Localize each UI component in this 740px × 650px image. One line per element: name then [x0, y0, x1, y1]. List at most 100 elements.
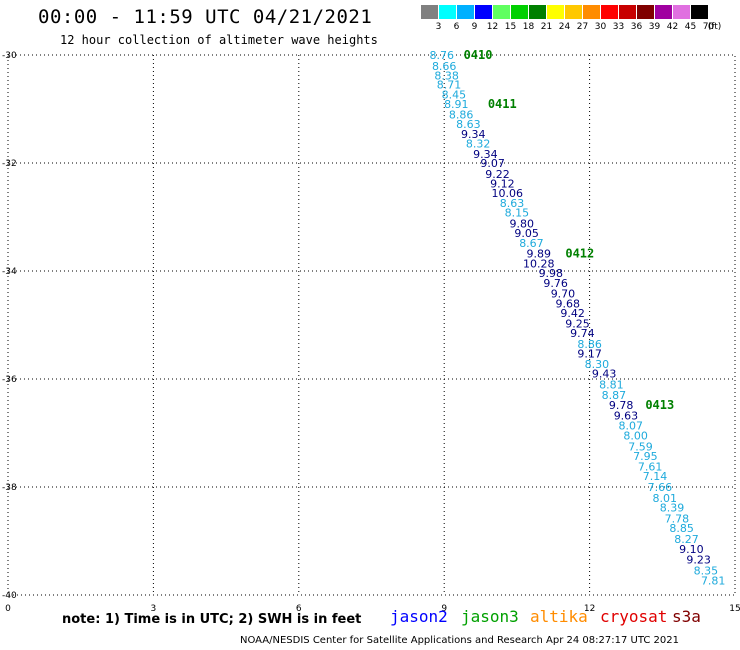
legend-label: 27	[576, 22, 589, 32]
legend-swatch	[583, 5, 600, 19]
legend-swatch	[565, 5, 582, 19]
time-label: 0410	[464, 48, 493, 62]
wave-height-label: 8.30	[585, 358, 610, 371]
wave-height-label: 8.76	[430, 49, 455, 62]
legend-label: 39	[648, 22, 661, 32]
legend-label: 33	[612, 22, 625, 32]
x-tick-label: 3	[151, 604, 157, 614]
wave-height-label: 8.71	[437, 79, 462, 92]
legend-swatch	[511, 5, 528, 19]
wave-height-label: 8.81	[599, 378, 624, 391]
legend-swatch	[655, 5, 672, 19]
y-tick-label: -40	[2, 591, 17, 601]
legend-label: 30	[594, 22, 607, 32]
y-tick-label: -36	[2, 375, 17, 385]
legend-label: 6	[453, 22, 460, 32]
wave-height-label: 7.59	[628, 441, 653, 454]
wave-height-label: 9.22	[485, 168, 510, 181]
footer-note: note: 1) Time is in UTC; 2) SWH is in fe…	[62, 612, 362, 627]
wave-height-label: 7.14	[643, 470, 668, 483]
wave-height-label: 9.70	[551, 288, 576, 301]
legend-swatch	[691, 5, 708, 19]
satellite-altika: altika	[530, 607, 588, 626]
credit-line: NOAA/NESDIS Center for Satellite Applica…	[240, 635, 679, 646]
x-tick-label: 15	[729, 604, 740, 614]
wave-height-label: 8.32	[466, 138, 491, 151]
satellite-jason2: jason2	[390, 607, 448, 626]
x-tick-label: 9	[441, 604, 447, 614]
legend-label: 9	[471, 22, 478, 32]
legend-label: 15	[504, 22, 517, 32]
wave-height-values: 8.768.668.388.718.458.918.868.639.348.32…	[430, 49, 726, 587]
legend-unit: (ft)	[707, 22, 722, 32]
wave-height-label: 9.68	[556, 297, 581, 310]
wave-height-label: 9.78	[609, 399, 634, 412]
legend-swatch	[475, 5, 492, 19]
chart-title: 00:00 - 11:59 UTC 04/21/2021	[38, 6, 373, 28]
wave-height-label: 9.80	[509, 217, 534, 230]
legend-swatch	[457, 5, 474, 19]
wave-height-label: 8.45	[442, 88, 467, 101]
wave-height-label: 9.17	[577, 348, 602, 361]
wave-height-label: 9.25	[565, 317, 590, 330]
wave-height-label: 8.86	[577, 338, 602, 351]
chart-subtitle: 12 hour collection of altimeter wave hei…	[60, 33, 378, 47]
wave-height-label: 8.15	[505, 207, 530, 220]
wave-height-label: 7.66	[648, 481, 673, 494]
y-tick-label: -32	[2, 159, 17, 169]
time-label: 0413	[645, 398, 674, 412]
y-tick-label: -34	[2, 267, 17, 277]
wave-height-label: 8.63	[456, 118, 481, 131]
wave-height-label: 9.12	[490, 178, 515, 191]
wave-height-label: 8.91	[444, 98, 469, 111]
legend-swatch	[637, 5, 654, 19]
wave-height-label: 8.39	[660, 502, 685, 515]
wave-height-label: 9.74	[570, 327, 595, 340]
wave-height-label: 8.07	[619, 419, 644, 432]
wave-height-label: 8.27	[674, 533, 699, 546]
wave-height-label: 10.06	[491, 187, 523, 200]
time-labels: 0410 0411 0412 0413	[464, 48, 675, 412]
satellite-s3a: s3a	[672, 607, 701, 626]
wave-height-label: 8.38	[434, 70, 459, 83]
wave-height-label: 8.87	[602, 389, 627, 402]
wave-height-label: 7.81	[701, 574, 726, 587]
legend-label: 36	[630, 22, 643, 32]
legend-swatch	[673, 5, 690, 19]
legend-label: 18	[522, 22, 535, 32]
legend-swatch	[619, 5, 636, 19]
wave-height-label: 9.89	[526, 248, 551, 261]
wave-height-label: 7.78	[665, 512, 690, 525]
y-tick-label: -30	[2, 51, 17, 61]
time-label: 0412	[565, 247, 594, 261]
legend-swatch	[493, 5, 510, 19]
wave-height-label: 9.98	[539, 267, 564, 280]
wave-height-label: 8.00	[623, 430, 648, 443]
wave-height-label: 9.34	[473, 148, 498, 161]
wave-height-label: 10.28	[523, 257, 555, 270]
legend-swatch	[439, 5, 456, 19]
wave-height-label: 8.85	[669, 522, 694, 535]
wave-height-label: 7.61	[638, 460, 663, 473]
x-tick-label: 0	[5, 604, 11, 614]
legend-label: 3	[435, 22, 442, 32]
time-label: 0411	[488, 97, 517, 111]
wave-height-label: 7.95	[633, 450, 658, 463]
wave-height-label: 8.86	[449, 108, 474, 121]
legend-swatch	[421, 5, 438, 19]
wave-height-label: 8.66	[432, 60, 457, 73]
x-tick-label: 12	[584, 604, 595, 614]
wave-height-label: 9.63	[614, 410, 639, 423]
legend-label: 12	[486, 22, 499, 32]
satellite-cryosat: cryosat	[600, 607, 668, 626]
wave-height-label: 9.07	[480, 157, 505, 170]
wave-height-label: 9.10	[679, 543, 704, 556]
y-tick-label: -38	[2, 483, 17, 493]
wave-height-label: 9.05	[514, 227, 539, 240]
grid-lines	[8, 55, 735, 595]
wave-height-label: 8.35	[694, 565, 719, 578]
wave-height-label: 8.67	[519, 237, 544, 250]
wave-height-label: 9.43	[592, 368, 617, 381]
legend-label: 42	[666, 22, 679, 32]
legend-swatch	[601, 5, 618, 19]
